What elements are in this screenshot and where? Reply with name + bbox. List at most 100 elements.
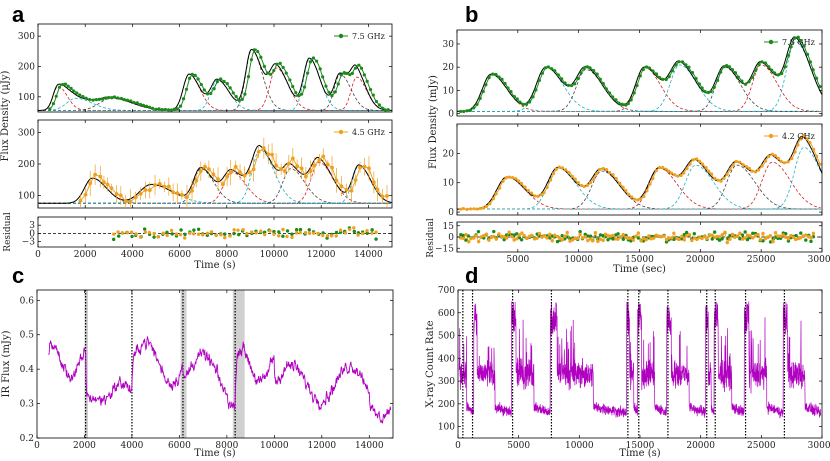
b-mid-data-point xyxy=(776,156,780,160)
a-top-data-point xyxy=(327,90,331,94)
b-top-data-point xyxy=(491,72,495,76)
a-mid-data-point xyxy=(303,174,308,179)
a-residual-point xyxy=(343,231,348,235)
a-residual-point xyxy=(294,228,299,232)
a-top-data-point xyxy=(157,107,161,111)
b-mid-data-point xyxy=(582,184,586,189)
a-residual-point xyxy=(219,233,223,237)
a-residual-point xyxy=(298,227,303,232)
a-mid-data-point xyxy=(251,167,256,172)
b-residual-point xyxy=(530,233,534,238)
b-top-data-point xyxy=(500,77,504,81)
c-xtick-label: 14000 xyxy=(355,441,384,451)
a-mid-data-point xyxy=(114,192,119,196)
a-mid-data-point xyxy=(225,174,230,179)
b-residual-point xyxy=(735,234,740,238)
a-mid-data-point xyxy=(147,188,152,193)
a-mid-data-point xyxy=(308,169,313,174)
a-top-data-point xyxy=(84,96,88,100)
b-mid-component-4 xyxy=(457,164,821,210)
b-residual-point xyxy=(469,236,473,241)
b-mid-data-point xyxy=(557,165,561,169)
b-residual-xtick-label: 30000 xyxy=(808,255,830,265)
a-residual-point xyxy=(277,230,281,234)
b-mid-data-point xyxy=(598,167,602,171)
b-residual-point xyxy=(743,230,747,234)
b-residual-point xyxy=(504,236,509,240)
a-residual-xtick-label: 10000 xyxy=(260,250,289,260)
b-mid-component-6 xyxy=(457,161,821,210)
b-top-data-point xyxy=(472,106,476,110)
b-residual-point xyxy=(560,238,565,242)
a-mid-data-point xyxy=(194,178,199,183)
b-mid-data-point xyxy=(767,154,771,159)
b-top-data-point xyxy=(725,63,729,68)
a-ylabel: Flux Density (μJy) xyxy=(0,70,11,161)
a-top-data-point xyxy=(321,75,325,79)
b-residual-ylabel: Residual xyxy=(426,218,436,258)
b-mid-data-point xyxy=(734,159,738,164)
b-mid-data-point xyxy=(573,177,577,181)
a-mid-data-point xyxy=(157,181,162,186)
b-residual-point xyxy=(476,229,481,234)
b-residual-point xyxy=(768,240,773,244)
a-residual-point xyxy=(152,231,156,236)
b-residual-point xyxy=(738,231,742,235)
b-top-data-point xyxy=(487,76,491,80)
b-residual-point xyxy=(702,234,707,239)
b-residual-point xyxy=(555,239,560,244)
a-top-data-point xyxy=(103,96,108,100)
b-mid-data-point xyxy=(638,197,643,201)
b-top-data-point xyxy=(468,108,473,113)
b-mid-data-point xyxy=(579,183,584,188)
b-residual-point xyxy=(720,237,724,241)
b-top-data-point xyxy=(540,71,545,75)
a-residual-ytick-label: −3 xyxy=(22,238,36,248)
a-residual-point xyxy=(361,231,365,236)
b-mid-data-point xyxy=(741,163,745,167)
b-top-data-point xyxy=(715,78,720,82)
a-top-data-point xyxy=(215,80,219,84)
b-mid-data-point xyxy=(636,198,640,202)
a-mid-data-point xyxy=(321,154,326,159)
b-residual-point xyxy=(809,239,813,244)
a-mid-data-point xyxy=(312,163,317,168)
b-top-data-point xyxy=(638,74,642,78)
a-mid-data-point xyxy=(138,191,143,196)
b-top-data-point xyxy=(524,102,529,106)
a-residual-xtick-label: 12000 xyxy=(307,250,336,260)
b-residual-point xyxy=(497,232,501,236)
b-mid-data-point xyxy=(484,205,488,209)
b-mid-data-point xyxy=(691,158,695,162)
b-residual-point xyxy=(644,237,648,242)
b-residual-point xyxy=(705,236,709,241)
b-top-data-point xyxy=(747,80,751,84)
a-residual-point xyxy=(285,229,290,233)
b-mid-data-point xyxy=(488,202,492,206)
b-residual-point xyxy=(492,234,496,239)
a-top-data-point xyxy=(333,90,337,94)
a-top-data-point xyxy=(187,76,192,80)
a-residual-point xyxy=(272,232,276,237)
a-top-data-point xyxy=(119,96,124,101)
b-mid-data-point xyxy=(728,167,732,172)
b-top-data-point xyxy=(588,66,592,70)
b-residual-point xyxy=(520,231,524,235)
b-mid-data-point xyxy=(753,170,758,174)
b-residual-point xyxy=(629,239,633,243)
b-mid-data-point xyxy=(700,162,705,166)
a-top-ytick-label: 100 xyxy=(18,93,35,103)
b-mid-data-point xyxy=(744,165,749,169)
a-top-data-point xyxy=(284,71,288,75)
a-top-data-point xyxy=(178,104,183,108)
a-mid-data-point xyxy=(190,188,194,193)
a-residual-point xyxy=(347,227,352,232)
b-residual-point xyxy=(512,238,516,242)
a-top-data-point xyxy=(365,79,369,83)
a-residual-point xyxy=(196,232,201,236)
a-mid-ytick-label: 200 xyxy=(18,160,35,170)
b-top-data-point xyxy=(694,76,698,81)
b-top-data-point xyxy=(512,95,516,99)
a-residual-point xyxy=(188,231,192,235)
a-residual-point xyxy=(370,228,374,232)
